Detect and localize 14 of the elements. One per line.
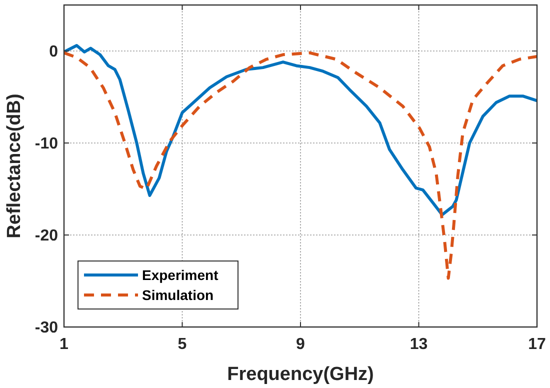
y-tick-label: 0 [49,44,58,61]
x-tick-label: 13 [410,336,428,353]
y-tick-label: -20 [34,228,58,245]
y-tick-label: -30 [34,320,58,337]
x-tick-label: 5 [178,336,187,353]
x-tick-label: 9 [296,336,306,353]
y-axis-title: Reflectance(dB) [4,94,25,238]
x-tick-label: 1 [60,336,69,353]
y-tick-label: -10 [34,136,58,153]
x-tick-label: 17 [528,336,546,353]
line-series [62,44,538,216]
legend-label: Experiment [142,266,219,283]
x-axis-title: Frequency(GHz) [227,364,374,385]
legend-label: Simulation [142,286,214,303]
